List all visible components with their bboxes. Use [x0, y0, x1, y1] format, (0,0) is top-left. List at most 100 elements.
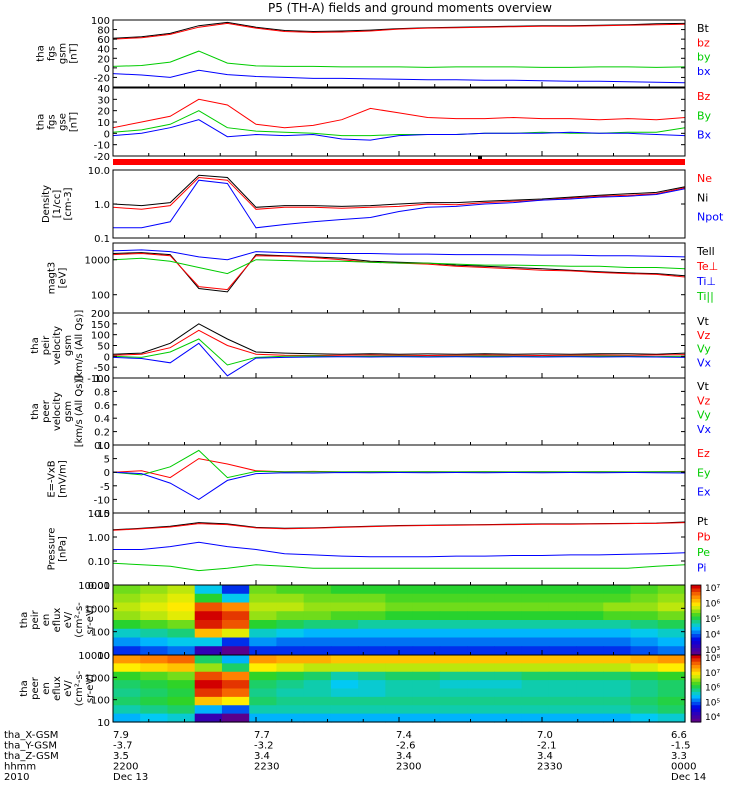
legend-entry-1: Bt	[697, 22, 710, 35]
heatmap-cell	[385, 637, 414, 647]
heatmap-cell	[576, 688, 604, 698]
heatmap-cell	[630, 663, 659, 673]
colorbar-segment	[691, 665, 701, 669]
heatmap-cell	[303, 637, 332, 647]
heatmap-cell	[330, 680, 359, 690]
y-axis-label-line: [eV]	[58, 268, 69, 289]
heatmap-cell	[657, 680, 686, 690]
y-tick-label: 150	[91, 320, 110, 331]
y-axis-label-line: Density	[41, 185, 52, 223]
heatmap-cell	[249, 628, 278, 639]
heatmap-cell	[358, 705, 386, 715]
heatmap-cell	[358, 671, 386, 681]
ephemeris-value: 3.4	[254, 751, 270, 762]
heatmap-cell	[657, 637, 686, 647]
heatmap-cell	[603, 646, 632, 656]
heatmap-cell	[467, 713, 495, 723]
ephemeris-value: 6.6	[671, 730, 687, 741]
series-vt-line	[112, 323, 686, 355]
y-axis-label-line: [mV/m]	[58, 460, 69, 498]
legend-entry-2: Pb	[697, 531, 711, 544]
y-axis-label-line: (cm²-s-	[74, 602, 85, 638]
heatmap-cell	[439, 628, 468, 639]
legend-entry-2: By	[697, 109, 712, 122]
colorbar-segment	[691, 599, 701, 604]
colorbar-segment	[691, 691, 701, 696]
heatmap-cell	[630, 646, 659, 656]
heatmap-cell	[113, 593, 141, 604]
heatmap-cell	[276, 680, 305, 690]
y-tick-label: 40	[97, 84, 110, 95]
heatmap-cell	[167, 713, 196, 723]
y-tick-label: 10.0	[88, 166, 110, 177]
colorbar-segment	[691, 705, 701, 710]
heatmap-cell	[221, 705, 250, 715]
heatmap-cell	[603, 593, 632, 604]
legend-entry-3: by	[697, 51, 711, 64]
series-bz-line	[112, 22, 686, 40]
heatmap-cell	[303, 655, 332, 664]
heatmap-cell	[113, 620, 141, 630]
colorbar-segment	[691, 606, 701, 611]
heatmap-cell	[276, 646, 305, 656]
heatmap-cell	[140, 671, 169, 681]
heatmap-cell	[657, 696, 686, 706]
ephemeris-value: -2.1	[537, 741, 557, 752]
heatmap-cell	[630, 671, 659, 681]
heatmap-cell	[630, 680, 659, 690]
heatmap-cell	[303, 688, 332, 698]
panel-6: 0.0 0.2 0.4 0.6 0.8 1.0 thapeervelocitygsm[km/…	[30, 374, 712, 452]
heatmap-cell	[276, 620, 305, 630]
heatmap-cell	[194, 602, 223, 612]
series-ti-line	[112, 249, 686, 261]
y-axis-label: thafgsgse[nT]	[36, 112, 80, 132]
heatmap-cell	[467, 680, 495, 690]
heatmap-cell	[412, 655, 441, 664]
ephemeris-value: 2200	[113, 762, 138, 773]
heatmap-cell	[548, 705, 577, 715]
heatmap-cell	[439, 688, 468, 698]
heatmap-cell	[412, 646, 441, 656]
heatmap-cell	[412, 585, 441, 595]
colorbar-segment	[691, 655, 701, 659]
heatmap-cell	[276, 705, 305, 715]
heatmap-cell	[221, 671, 250, 681]
heatmap-cell	[276, 713, 305, 723]
ephemeris-value: 3.5	[113, 751, 129, 762]
ephemeris-value: 7.7	[254, 730, 270, 741]
y-axis-label: thapeervelocitygsm[km/s (All Qs)]	[30, 376, 85, 448]
series-tell-line	[112, 252, 686, 293]
y-tick-label: 10	[97, 441, 110, 452]
y-axis-label-line: peir	[41, 335, 52, 355]
y-tick-label: 20	[97, 107, 110, 118]
y-tick-label: 10000	[78, 581, 110, 592]
heatmap-cell	[276, 628, 305, 639]
y-axis-label-line: fgs	[47, 114, 58, 129]
series-ni-line	[112, 174, 686, 208]
heatmap-cell	[494, 628, 523, 639]
heatmap-cell	[603, 705, 632, 715]
heatmap-cell	[113, 696, 141, 706]
heatmap-cell	[221, 646, 250, 656]
heatmap-cell	[630, 593, 659, 604]
heatmap-cell	[113, 655, 141, 664]
y-tick-label: 0.01	[88, 581, 110, 592]
heatmap-cell	[249, 713, 278, 723]
y-axis-label: thafgsgsm[nT]	[36, 43, 80, 64]
series-pb-line	[112, 522, 686, 531]
heatmap-cell	[576, 602, 604, 612]
heatmap-cell	[167, 671, 196, 681]
y-axis-label-line: eflux	[52, 676, 63, 701]
heatmap-cell	[194, 593, 223, 604]
heatmap-cell	[140, 628, 169, 639]
colorbar-segment	[691, 648, 701, 653]
heatmap-cell	[385, 593, 414, 604]
heatmap-cell	[276, 611, 305, 621]
heatmap-cell	[167, 680, 196, 690]
heatmap-cell	[657, 628, 686, 639]
heatmap-cell	[439, 593, 468, 604]
heatmap-cell	[167, 593, 196, 604]
series-bx-line	[112, 119, 686, 141]
heatmap-cell	[194, 680, 223, 690]
ephemeris-value: 3.4	[396, 751, 412, 762]
